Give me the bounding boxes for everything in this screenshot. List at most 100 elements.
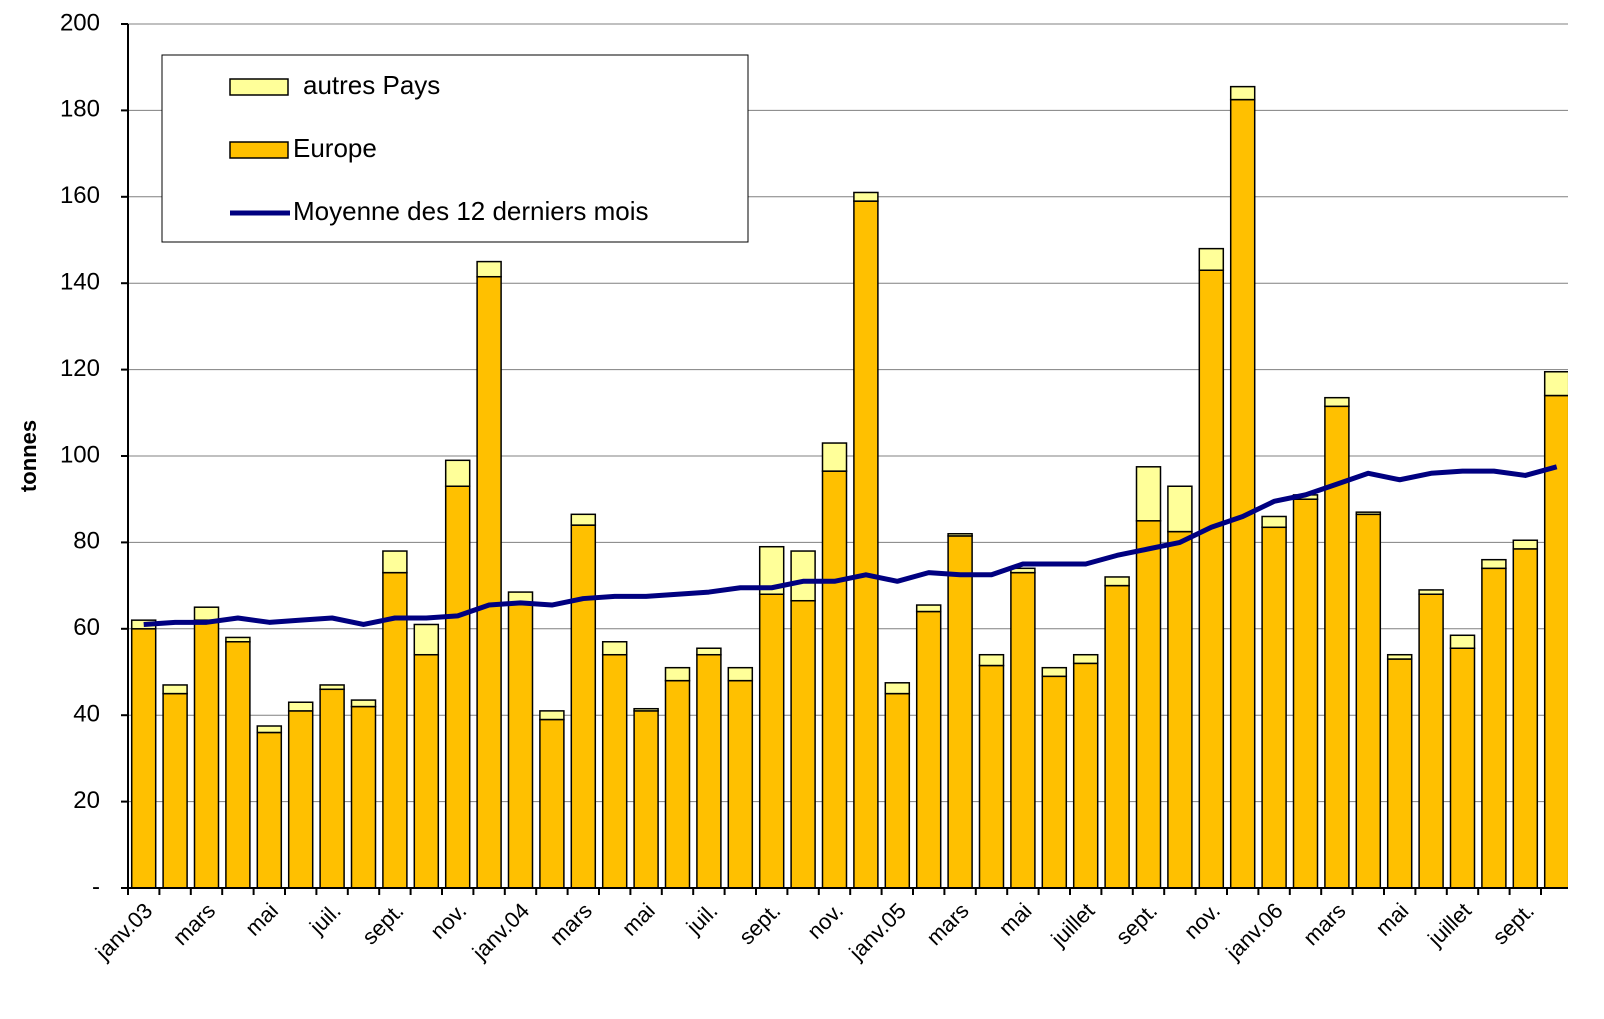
- bar-segment: [350, 705, 377, 889]
- bar-segment: [256, 731, 283, 889]
- bar-segment: [287, 701, 314, 712]
- bar-segment: [1135, 466, 1162, 522]
- bar-segment: [727, 679, 754, 889]
- bar-segment: [350, 699, 377, 708]
- bar-segment: [1229, 85, 1256, 101]
- bar-segment: [507, 602, 534, 889]
- bar-segment: [1010, 571, 1036, 889]
- bar-segment: [978, 653, 1005, 667]
- bar-segment: [1229, 98, 1256, 889]
- bar-segment: [1386, 658, 1413, 889]
- bar-segment: [947, 533, 973, 537]
- bar-segment: [1104, 576, 1130, 587]
- bar-segment: [476, 260, 502, 278]
- bar-segment: [225, 641, 251, 889]
- y-tick-label: 160: [60, 182, 100, 209]
- bar-segment: [444, 485, 471, 889]
- legend-label: Europe: [293, 133, 377, 163]
- bar-segment: [1041, 675, 1068, 889]
- bar-segment: [1292, 498, 1319, 889]
- bar-segment: [130, 628, 157, 889]
- bar-segment: [884, 692, 911, 889]
- bar-segment: [287, 710, 314, 889]
- bar-segment: [758, 593, 785, 889]
- bar-segment: [1386, 653, 1413, 660]
- bar-segment: [382, 550, 408, 574]
- y-tick-label: 120: [60, 355, 100, 382]
- bar-segment: [162, 692, 188, 889]
- bar-segment: [444, 459, 471, 487]
- bar-segment: [1418, 593, 1444, 889]
- bar-segment: [915, 604, 942, 613]
- bar-segment: [727, 666, 754, 682]
- bar-segment: [1449, 634, 1476, 649]
- y-tick-label: 80: [73, 528, 100, 555]
- bar-segment: [915, 610, 942, 889]
- bar-segment: [539, 710, 565, 721]
- plot-area: [128, 23, 1568, 889]
- bar-segment: [1041, 666, 1068, 678]
- bar-segment: [225, 636, 251, 643]
- bar-segment: [601, 641, 628, 656]
- bar-segment: [633, 710, 659, 889]
- bar-segment: [162, 684, 188, 695]
- bar-segment: [476, 275, 502, 889]
- bar-segment: [319, 688, 345, 889]
- bar-segment: [382, 571, 408, 889]
- bar-segment: [570, 524, 597, 889]
- bar-segment: [790, 599, 816, 889]
- bar-segment: [1543, 371, 1568, 397]
- bar-segment: [1167, 485, 1193, 533]
- y-tick-label: 140: [60, 269, 100, 296]
- bar-segment: [1512, 548, 1539, 889]
- bar-segment: [193, 619, 220, 889]
- y-tick-label: 20: [73, 787, 100, 814]
- bar-segment: [821, 442, 848, 472]
- legend: autres Pays Europe Moyenne des 12 derniers…: [161, 54, 749, 243]
- legend-label: autres Pays: [303, 70, 440, 100]
- bar-segment: [696, 647, 722, 656]
- bar-segment: [1512, 539, 1539, 550]
- bar-segment: [1167, 530, 1193, 889]
- bar-segment: [319, 684, 345, 691]
- legend-label: Moyenne des 12 derniers mois: [293, 196, 649, 226]
- bar-segment: [1135, 520, 1162, 889]
- bar-segment: [853, 200, 879, 889]
- legend-swatch: [229, 141, 289, 159]
- bar-segment: [413, 623, 440, 656]
- bar-segment: [853, 191, 879, 202]
- y-tick-label: -: [92, 873, 100, 900]
- bar-segment: [1324, 396, 1350, 408]
- bar-segment: [413, 653, 440, 889]
- bar-segment: [1355, 513, 1382, 889]
- bar-segment: [1072, 653, 1099, 665]
- y-tick-label: 100: [60, 441, 100, 468]
- bar-segment: [947, 535, 973, 889]
- legend-swatch: [229, 78, 289, 96]
- bar-segment: [256, 725, 283, 734]
- bar-segment: [664, 666, 691, 682]
- bar-segment: [664, 679, 691, 889]
- bar-segment: [1198, 247, 1225, 271]
- bar-segment: [1481, 567, 1507, 889]
- y-tick-label: 40: [73, 701, 100, 728]
- bar-segment: [1261, 515, 1287, 529]
- bar-segment: [570, 513, 597, 526]
- bar-segment: [1104, 584, 1130, 889]
- bar-segment: [193, 606, 220, 621]
- bar-segment: [1198, 269, 1225, 889]
- bar-segment: [539, 718, 565, 889]
- y-tick-label: 200: [60, 9, 100, 36]
- bar-segment: [821, 470, 848, 889]
- bar-segment: [601, 653, 628, 889]
- bar-segment: [1072, 662, 1099, 889]
- bar-segment: [1449, 647, 1476, 889]
- y-tick-label: 60: [73, 614, 100, 641]
- bar-segment: [1481, 558, 1507, 570]
- bar-segment: [1355, 511, 1382, 516]
- bar-segment: [978, 664, 1005, 889]
- bar-segment: [696, 653, 722, 889]
- bar-segment: [790, 550, 816, 602]
- line-series: [143, 464, 1558, 627]
